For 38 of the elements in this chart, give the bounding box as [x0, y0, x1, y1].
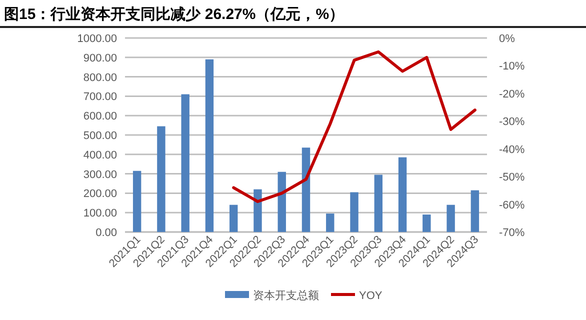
y-tick-label: 700.00	[83, 91, 117, 104]
bar	[229, 204, 238, 232]
bar	[374, 174, 382, 232]
y2-tick-label: -60%	[499, 199, 525, 212]
y-tick-label: 800.00	[83, 72, 117, 84]
y-tick-label: 900.00	[83, 52, 117, 64]
bar	[422, 214, 431, 232]
y2-tick-label: -70%	[499, 227, 525, 239]
bar	[302, 148, 310, 232]
bar	[254, 189, 262, 232]
y2-tick-label: 0%	[499, 33, 516, 45]
y-tick-label: 0.00	[96, 227, 117, 239]
y-tick-label: 400.00	[83, 149, 117, 162]
bar	[446, 204, 455, 232]
y-tick-label: 500.00	[83, 130, 117, 142]
y-tick-label: 600.00	[83, 110, 117, 123]
y-tick-label: 300.00	[83, 168, 117, 181]
bar	[398, 157, 407, 232]
bar	[326, 214, 334, 232]
bar	[157, 126, 166, 232]
bar	[278, 172, 286, 232]
y2-tick-label: -40%	[499, 144, 525, 156]
bar	[350, 192, 358, 232]
bar	[205, 59, 214, 232]
legend-label: YOY	[359, 290, 383, 302]
bar	[470, 190, 480, 232]
line-series	[232, 50, 476, 204]
legend-label: 资本开支总额	[253, 289, 319, 302]
bar	[181, 94, 190, 232]
y-tick-label: 1000.00	[77, 33, 117, 45]
y2-tick-label: -30%	[499, 116, 525, 128]
bar	[132, 170, 142, 232]
chart-title: 图15：行业资本开支同比减少 26.27%（亿元，%）	[4, 6, 344, 23]
y2-tick-label: -10%	[499, 60, 525, 73]
y2-tick-label: -20%	[499, 88, 525, 100]
y-tick-label: 100.00	[83, 208, 117, 220]
y-tick-label: 200.00	[83, 188, 117, 200]
y2-tick-label: -50%	[499, 172, 525, 184]
